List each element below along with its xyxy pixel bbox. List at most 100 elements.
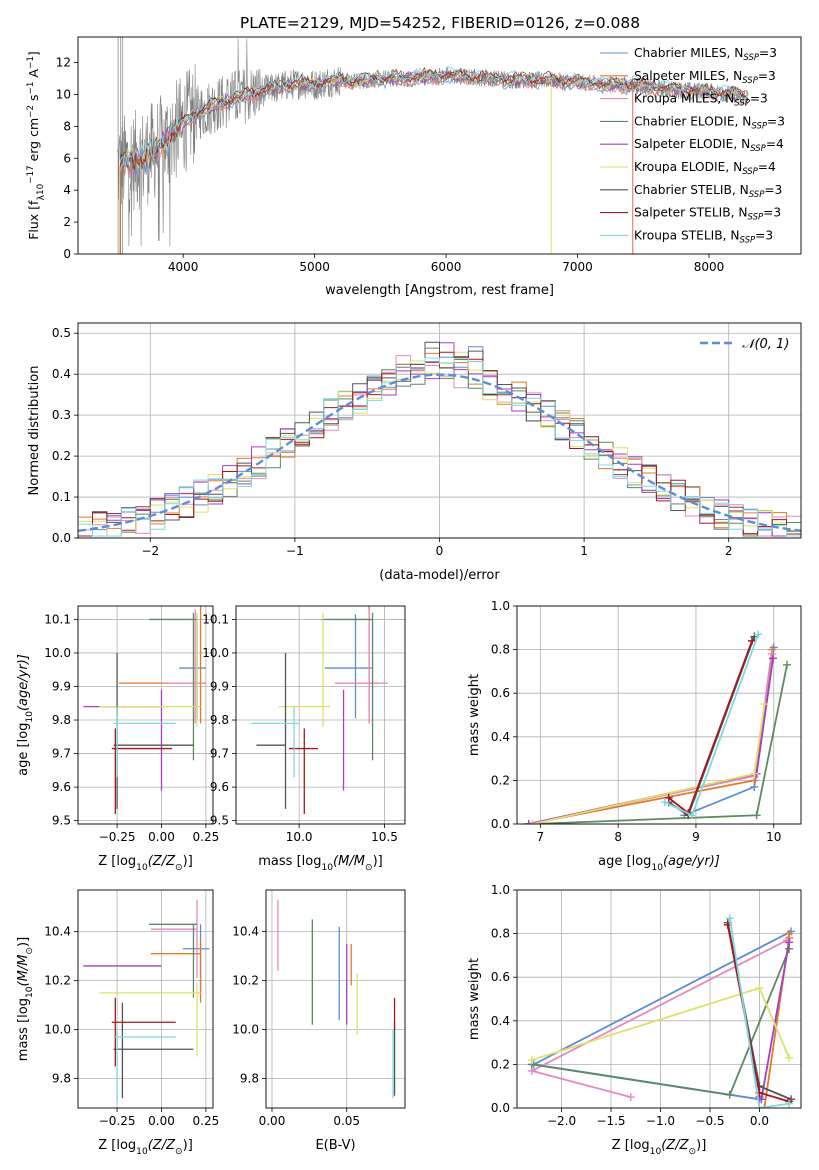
y-axis-label-part: −1 bbox=[26, 56, 36, 69]
y-tick-label: 9.8 bbox=[210, 713, 229, 727]
x-axis-label: Z [log10(Z/Z⊙)] bbox=[98, 854, 193, 873]
y-tick-label: 10 bbox=[56, 87, 71, 101]
histogram-kroupa-stelib bbox=[78, 357, 801, 537]
x-tick-label: 1 bbox=[580, 544, 588, 558]
y-axis-label-part: ] bbox=[26, 51, 41, 56]
legend-entry: Chabrier ELODIE, NSSP=3 bbox=[634, 114, 785, 131]
x-tick-label: 8 bbox=[614, 830, 622, 844]
x-tick-label: 10 bbox=[766, 830, 781, 844]
legend-tail: =4 bbox=[766, 137, 784, 151]
y-tick-label: 0.2 bbox=[52, 449, 71, 463]
x-tick-label: −1.5 bbox=[596, 1114, 625, 1128]
y-axis-label-part: age [log bbox=[16, 723, 31, 776]
x-tick-label: 0.05 bbox=[333, 1114, 360, 1128]
weight-point-kroupa-stelib bbox=[688, 811, 697, 820]
x-axis-label: E(B-V) bbox=[315, 1138, 355, 1153]
weight-point-kroupa-miles bbox=[626, 1093, 635, 1102]
legend-sub: SSP bbox=[751, 121, 767, 131]
x-axis-label-part: ⊙ bbox=[175, 1147, 183, 1157]
axes-frame bbox=[235, 605, 406, 825]
y-tick-label: 9.5 bbox=[52, 814, 71, 828]
x-tick-label: −0.5 bbox=[695, 1114, 724, 1128]
y-axis-label-part: A bbox=[26, 69, 41, 82]
y-tick-label: 10.0 bbox=[44, 1023, 71, 1037]
legend-label: Kroupa ELODIE, N bbox=[634, 160, 742, 174]
y-tick-label: 9.6 bbox=[52, 780, 71, 794]
panel-spectrum: 4000 5000 6000 7000 8000 0 2 4 6 8 10 12 wavelength … bbox=[26, 36, 802, 298]
y-tick-label: 0.4 bbox=[491, 730, 510, 744]
panel-age-mass: 10.0 10.5 9.5 9.6 9.7 9.8 9.9 10.0 10.1 mass [log… bbox=[202, 605, 406, 873]
y-tick-label: 9.7 bbox=[210, 747, 229, 761]
weight-point-salpeter-elodie bbox=[785, 938, 794, 947]
y-tick-label: 0.1 bbox=[52, 490, 71, 504]
weight-point-salpeter-stelib bbox=[747, 636, 756, 645]
x-tick-label: 2 bbox=[725, 544, 733, 558]
x-axis-label: age [log10(age/yr)] bbox=[598, 854, 720, 873]
x-axis-label-part: (Z/Z bbox=[148, 854, 176, 869]
x-tick-label: 9 bbox=[692, 830, 700, 844]
legend-entry: Salpeter ELODIE, NSSP=4 bbox=[634, 137, 784, 154]
legend-tail: =3 bbox=[767, 114, 785, 128]
legend-sub: SSP bbox=[742, 167, 758, 177]
x-axis-label: wavelength [Angstrom, rest frame] bbox=[325, 283, 554, 298]
y-axis-label-part: 10 bbox=[25, 986, 35, 998]
weight-point-salpeter-miles bbox=[760, 1104, 769, 1108]
x-tick-label: 4000 bbox=[168, 260, 199, 274]
y-axis-label-part: mass [log bbox=[16, 998, 31, 1061]
weight-point-kroupa-miles bbox=[768, 649, 777, 658]
x-axis-label-part: 10 bbox=[650, 1147, 662, 1157]
axes-frame bbox=[77, 605, 214, 825]
y-tick-label: 10.4 bbox=[232, 925, 259, 939]
x-axis-label: Z [log10(Z/Z⊙)] bbox=[98, 1138, 193, 1157]
panel-mass-Z: −0.25 0.00 0.259.810.010.210.4Z [log10(Z/Z… bbox=[16, 889, 219, 1157]
x-tick-label: 0.25 bbox=[193, 830, 220, 844]
legend-tail: =3 bbox=[750, 92, 768, 106]
y-axis-label-part: 10 bbox=[36, 184, 46, 195]
panel-weight-Z: −2.0 −1.5 −1.0 −0.5 0.0 0.0 0.2 0.4 0.6 0.8 1.0 Z [… bbox=[467, 883, 802, 1157]
x-axis-label-part: ⊙ bbox=[175, 863, 183, 873]
y-axis-label-part: (age/yr)] bbox=[16, 654, 31, 711]
x-tick-label: −0.25 bbox=[99, 1114, 136, 1128]
weight-point-kroupa-elodie bbox=[785, 1053, 794, 1062]
model-spectrum-salpeter-elodie bbox=[119, 70, 749, 172]
y-axis-label-part: (M/M bbox=[16, 955, 31, 987]
legend-sub: SSP bbox=[734, 99, 750, 109]
legend-entry: Kroupa STELIB, NSSP=3 bbox=[634, 228, 773, 245]
weight-point-kroupa-stelib bbox=[785, 1099, 794, 1108]
y-tick-label: 10.0 bbox=[202, 646, 229, 660]
model-spectrum-kroupa-stelib bbox=[119, 65, 749, 171]
x-axis-label-part: )] bbox=[696, 1138, 706, 1153]
legend-label: Kroupa STELIB, N bbox=[634, 228, 740, 242]
y-tick-label: 0.8 bbox=[491, 927, 510, 941]
axes-frame bbox=[516, 605, 802, 825]
legend-label: Chabrier MILES, N bbox=[634, 46, 743, 60]
y-tick-label: 10.0 bbox=[232, 1023, 259, 1037]
y-tick-label: 0.0 bbox=[491, 1101, 510, 1115]
weight-point-kroupa-elodie bbox=[527, 1056, 536, 1065]
weight-line-chabrier-elodie bbox=[532, 664, 788, 824]
x-tick-label: 8000 bbox=[694, 260, 725, 274]
weight-point-kroupa-stelib bbox=[660, 798, 669, 807]
y-tick-label: 9.9 bbox=[52, 679, 71, 693]
legend-sub: SSP bbox=[749, 190, 765, 200]
y-tick-label: 0.8 bbox=[491, 643, 510, 657]
legend-sub: SSP bbox=[742, 76, 758, 86]
model-spectrum-salpeter-stelib bbox=[119, 66, 749, 171]
weight-line-kroupa-stelib bbox=[728, 918, 790, 1108]
panel-mass-EBV: 0.00 0.05 9.8 10.0 10.2 10.4 E(B-V) bbox=[232, 889, 406, 1153]
y-tick-label: 0.3 bbox=[52, 408, 71, 422]
x-axis-label-part: ⊙ bbox=[689, 1147, 697, 1157]
x-tick-label: −2.0 bbox=[547, 1114, 576, 1128]
legend-sub: SSP bbox=[740, 235, 756, 245]
x-axis-label-part: 10 bbox=[136, 1147, 148, 1157]
y-axis-label-part: erg cm bbox=[26, 118, 41, 166]
x-axis-label-part: Z [log bbox=[98, 854, 136, 869]
y-tick-label: 1.0 bbox=[491, 599, 510, 613]
y-axis-label-part: )] bbox=[16, 937, 31, 947]
x-tick-label: 0 bbox=[436, 544, 444, 558]
x-tick-label: 0.00 bbox=[148, 1114, 175, 1128]
plot-area-age-Z bbox=[83, 606, 206, 814]
weight-point-salpeter-elodie bbox=[768, 654, 777, 663]
